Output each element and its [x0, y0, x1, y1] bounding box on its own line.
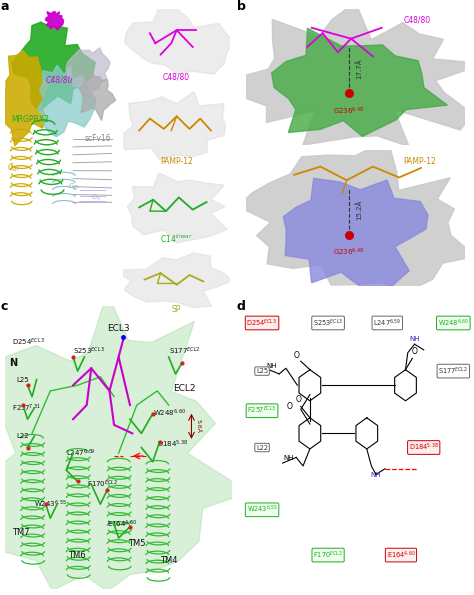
Text: D254$^{ECL3}$: D254$^{ECL3}$: [11, 337, 45, 349]
Text: TM6: TM6: [69, 550, 86, 559]
Text: TM5: TM5: [128, 539, 145, 548]
Text: W248$^{6.60}$: W248$^{6.60}$: [153, 408, 186, 419]
Text: F257$^{ECL3}$: F257$^{ECL3}$: [247, 405, 277, 416]
Text: D184$^{5.38}$: D184$^{5.38}$: [409, 442, 438, 453]
Text: S253$^{ECL3}$: S253$^{ECL3}$: [73, 346, 105, 357]
Text: NH: NH: [283, 455, 294, 461]
Text: $G_{\gamma}$: $G_{\gamma}$: [91, 193, 102, 204]
Text: O: O: [296, 395, 301, 404]
Polygon shape: [79, 73, 116, 121]
Text: c: c: [0, 300, 8, 314]
Text: D254$^{ECL3}$: D254$^{ECL3}$: [246, 317, 278, 328]
Text: $G_{\beta i}$: $G_{\beta i}$: [69, 181, 81, 193]
Text: NH: NH: [266, 364, 277, 369]
Text: L247$^{6.59}$: L247$^{6.59}$: [66, 447, 96, 459]
Text: b: b: [237, 0, 246, 13]
Polygon shape: [46, 12, 64, 30]
Text: ECL2: ECL2: [173, 384, 196, 393]
Text: L25: L25: [256, 368, 268, 374]
Text: E164$^{4.60}$: E164$^{4.60}$: [386, 549, 415, 560]
Text: S177$^{ECL2}$: S177$^{ECL2}$: [438, 365, 468, 377]
Text: a: a: [0, 0, 9, 13]
Text: W248$^{6.60}$: W248$^{6.60}$: [438, 317, 469, 328]
Text: O: O: [293, 352, 299, 361]
Text: TM7: TM7: [11, 528, 29, 537]
Text: d: d: [237, 300, 246, 314]
Text: S177$^{ECL2}$: S177$^{ECL2}$: [169, 346, 201, 357]
Text: 5.6Å: 5.6Å: [196, 419, 201, 433]
Text: L22: L22: [256, 444, 268, 450]
Polygon shape: [37, 65, 96, 137]
Text: F170$^{ECL2}$: F170$^{ECL2}$: [87, 478, 118, 490]
Text: NH: NH: [410, 336, 420, 342]
Text: $G_{\alpha i}$: $G_{\alpha i}$: [7, 161, 20, 174]
Text: TM4: TM4: [160, 556, 177, 565]
Polygon shape: [0, 51, 48, 146]
Polygon shape: [12, 22, 95, 112]
Text: W243$^{6.55}$: W243$^{6.55}$: [34, 499, 67, 510]
Polygon shape: [66, 48, 110, 96]
Text: F170$^{ECL2}$: F170$^{ECL2}$: [313, 549, 343, 560]
Text: ECL3: ECL3: [107, 324, 130, 333]
Text: C48/80: C48/80: [46, 75, 73, 84]
Text: O: O: [286, 402, 292, 411]
Text: D184$^{5.38}$: D184$^{5.38}$: [157, 439, 189, 450]
Text: W243$^{6.55}$: W243$^{6.55}$: [246, 504, 278, 515]
Text: L25: L25: [16, 377, 29, 383]
Text: L247$^{6.59}$: L247$^{6.59}$: [373, 317, 401, 328]
Text: O: O: [412, 347, 418, 356]
Text: E164$^{4.60}$: E164$^{4.60}$: [107, 518, 138, 530]
Text: N: N: [9, 358, 18, 368]
Text: MRGPRX2: MRGPRX2: [11, 115, 49, 124]
Text: NH: NH: [371, 472, 381, 478]
Polygon shape: [0, 293, 249, 591]
Text: scFv16: scFv16: [84, 134, 111, 143]
Text: S253$^{ECL3}$: S253$^{ECL3}$: [313, 317, 343, 328]
Text: F257$^{7.31}$: F257$^{7.31}$: [11, 402, 41, 414]
Text: L22: L22: [16, 433, 29, 439]
